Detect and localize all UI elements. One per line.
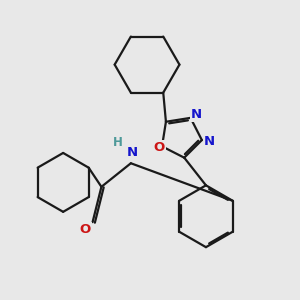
Text: O: O [154, 141, 165, 154]
Text: N: N [204, 135, 215, 148]
Text: N: N [127, 146, 138, 159]
Text: H: H [113, 136, 122, 149]
Text: O: O [80, 223, 91, 236]
Text: N: N [191, 108, 202, 122]
